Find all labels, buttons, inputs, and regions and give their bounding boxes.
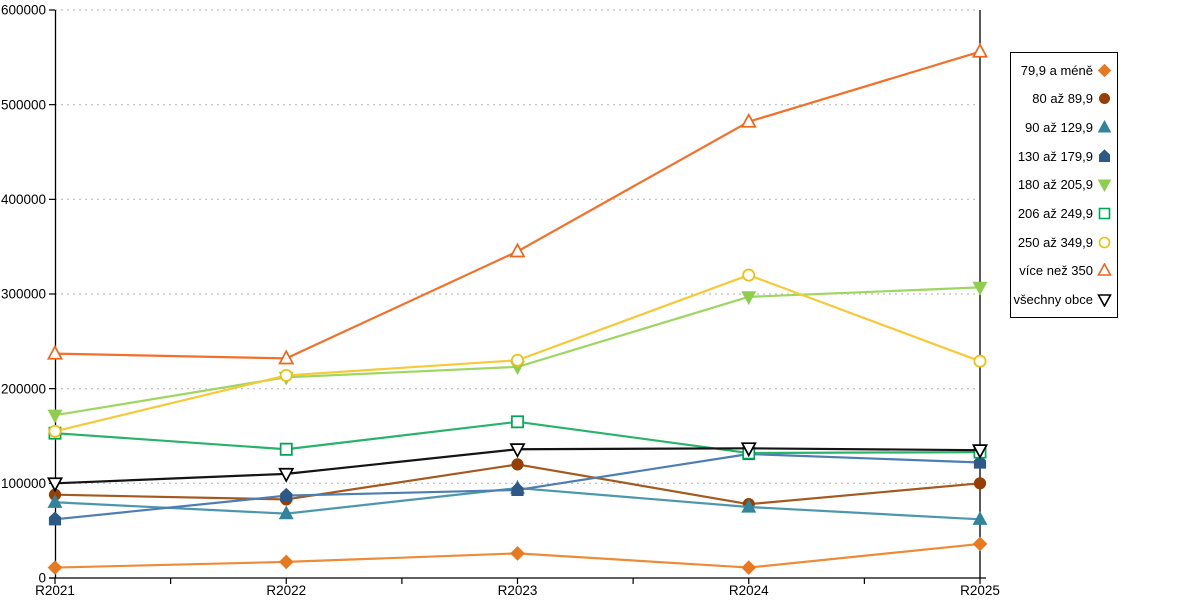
legend-item-label: 130 až 179,9 (1017, 148, 1093, 164)
y-axis-tick-label: 400000 (1, 192, 46, 207)
data-point-marker (48, 424, 62, 438)
legend-marker-circle-hollow-icon (1098, 236, 1111, 248)
data-point-marker (509, 443, 526, 459)
data-point-marker (47, 409, 63, 424)
data-point-marker (278, 349, 295, 365)
legend-marker-shape (1097, 63, 1112, 78)
data-point-marker (279, 442, 293, 456)
data-point-marker (509, 242, 526, 258)
legend-marker-diamond-icon (1097, 63, 1112, 78)
y-axis-tick-label: 300000 (1, 287, 46, 302)
data-point-marker (973, 454, 987, 469)
data-point-marker (973, 477, 987, 490)
data-point-marker (740, 442, 757, 458)
y-axis-tick-label: 500000 (1, 97, 46, 112)
legend-marker-shape (1099, 149, 1110, 162)
legend-marker-shape (1097, 294, 1112, 308)
data-point-marker (47, 560, 63, 575)
data-point-marker (972, 511, 988, 525)
x-axis-tick-label: R2022 (266, 583, 306, 598)
legend-item-label: 180 až 205,9 (1017, 177, 1093, 193)
x-axis-tick-label: R2024 (729, 583, 769, 598)
legend-marker-triangle-up-hollow-icon (1097, 263, 1112, 277)
series-line-7 (53, 50, 982, 360)
legend-item: více než 350 (1014, 263, 1112, 278)
data-point-marker (278, 467, 295, 483)
legend-marker-square-hollow-icon (1098, 207, 1111, 220)
legend-item-label: 79,9 a méně (1020, 62, 1093, 78)
data-point-marker (511, 482, 524, 497)
data-point-marker (510, 546, 525, 561)
legend-item: 250 až 349,9 (1014, 235, 1112, 250)
y-axis-tick-label: 600000 (1, 3, 46, 18)
x-axis-tick-label: R2025 (960, 583, 1000, 598)
legend-marker-triangle-down-icon (1097, 179, 1112, 193)
data-point-marker (972, 281, 988, 296)
data-point-marker (742, 268, 756, 282)
legend-marker-triangle-up-icon (1097, 120, 1112, 133)
legend-item-label: všechny obce (1013, 292, 1094, 308)
data-point-marker (280, 487, 293, 502)
legend-marker-circle-icon (1098, 93, 1111, 105)
legend-marker-shape (1098, 236, 1111, 248)
legend-item: 206 až 249,9 (1014, 206, 1112, 221)
data-point-marker (511, 353, 524, 367)
y-axis-tick-label: 200000 (1, 381, 46, 396)
legend-marker-triangle-down-hollow-icon (1097, 294, 1112, 308)
data-point-marker (511, 415, 524, 429)
data-point-marker (741, 560, 757, 575)
legend-marker-shape (1098, 207, 1111, 220)
data-point-marker (741, 498, 757, 513)
legend-item-label: 250 až 349,9 (1017, 234, 1093, 250)
data-point-marker (46, 344, 64, 360)
series-line-4 (53, 286, 982, 417)
legend-marker-shape (1097, 263, 1112, 277)
data-point-marker (279, 369, 293, 382)
y-axis-tick-label: 0 (38, 571, 46, 586)
legend-item: 180 až 205,9 (1014, 177, 1112, 193)
y-axis-tick-label: 100000 (1, 476, 46, 491)
data-point-marker (47, 494, 63, 508)
data-point-marker (971, 42, 989, 58)
data-point-marker (971, 444, 989, 460)
legend-item: 80 až 89,9 (1014, 91, 1112, 106)
data-point-marker (972, 536, 988, 552)
legend-item-label: 80 až 89,9 (1032, 91, 1093, 107)
legend-item: 90 až 129,9 (1014, 120, 1112, 135)
data-point-marker (46, 477, 64, 493)
legend-marker-shape (1098, 93, 1111, 105)
data-point-marker (741, 291, 757, 305)
legend-item: 79,9 a méně (1014, 63, 1112, 78)
legend-marker-pentagon-icon (1099, 149, 1110, 162)
legend-item: všechny obce (1013, 292, 1112, 308)
chart-legend: 79,9 a méně 80 až 89,9 90 až 129,9 130 a… (1010, 52, 1118, 318)
legend-item-label: 90 až 129,9 (1025, 120, 1093, 136)
series-line-6 (53, 273, 982, 433)
data-point-marker (278, 554, 294, 570)
data-point-marker (48, 511, 62, 526)
x-axis-tick-label: R2021 (35, 583, 75, 598)
data-point-marker (740, 112, 757, 128)
legend-marker-shape (1097, 120, 1112, 133)
data-point-marker (973, 354, 987, 368)
legend-item-label: více než 350 (1019, 263, 1093, 279)
legend-item-label: 206 až 249,9 (1017, 206, 1093, 222)
legend-marker-shape (1097, 179, 1112, 193)
data-point-marker (511, 458, 524, 471)
data-point-marker (278, 505, 294, 520)
x-axis-tick-label: R2023 (498, 583, 538, 598)
legend-item: 130 až 179,9 (1014, 149, 1112, 164)
